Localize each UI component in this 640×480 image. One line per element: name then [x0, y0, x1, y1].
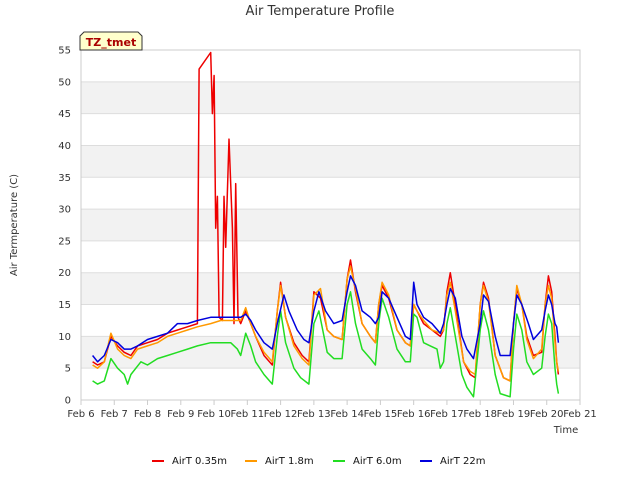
- legend-label: AirT 6.0m: [353, 456, 402, 467]
- y-tick-label: 15: [58, 300, 71, 311]
- grid-band: [81, 336, 580, 369]
- y-tick-label: 5: [65, 364, 71, 375]
- x-tick-label: Feb 6: [67, 409, 94, 420]
- y-tick-label: 50: [58, 77, 71, 88]
- x-tick-label: Feb 18: [463, 409, 497, 420]
- y-tick-label: 0: [65, 396, 71, 407]
- legend-label: AirT 1.8m: [265, 456, 314, 467]
- grid-band: [81, 209, 580, 241]
- x-tick-label: Feb 14: [330, 409, 364, 420]
- chart-title: Air Temperature Profile: [246, 4, 395, 19]
- x-tick-label: Feb 8: [134, 409, 161, 420]
- legend-label: AirT 0.35m: [172, 456, 227, 467]
- station-badge: TZ_tmet: [79, 31, 143, 51]
- x-tick-label: Feb 7: [101, 409, 128, 420]
- y-tick-label: 25: [58, 236, 71, 247]
- x-tick-label: Feb 20: [530, 409, 564, 420]
- x-tick-label: Feb 15: [364, 409, 398, 420]
- badge-shape: [79, 31, 143, 51]
- grid-band: [81, 272, 580, 305]
- legend: AirT 0.35m AirT 1.8m AirT 6.0m AirT 22m: [152, 456, 485, 467]
- series-line-3: [92, 275, 560, 363]
- y-tick-label: 10: [58, 332, 71, 343]
- badge-label: TZ_tmet: [86, 36, 136, 49]
- x-tick-label: Feb 16: [397, 409, 431, 420]
- x-tick-label: Feb 19: [497, 409, 531, 420]
- x-tick-label: Feb 11: [231, 409, 265, 420]
- y-tick-label: 55: [58, 46, 71, 57]
- x-tick-label: Feb 12: [264, 409, 298, 420]
- y-axis-label: Air Termperature (C): [9, 174, 20, 276]
- y-axis-ticks: 0 5 10 15 20 25 30 35 40 45 50 55: [58, 46, 71, 407]
- y-tick-label: 20: [58, 268, 71, 279]
- x-tick-label: Feb 9: [167, 409, 194, 420]
- y-tick-label: 45: [58, 109, 71, 120]
- x-tick-label: Feb 13: [297, 409, 331, 420]
- series-line-2: [92, 291, 560, 398]
- x-tick-label: Feb 10: [197, 409, 231, 420]
- x-axis-label: Time: [553, 425, 578, 436]
- x-tick-label: Feb 21: [563, 409, 597, 420]
- y-tick-label: 35: [58, 173, 71, 184]
- x-tick-label: Feb 17: [430, 409, 464, 420]
- grid-band: [81, 81, 580, 114]
- series-lines: [92, 51, 560, 398]
- legend-label: AirT 22m: [440, 456, 485, 467]
- y-tick-label: 30: [58, 205, 71, 216]
- series-line-1: [92, 265, 560, 382]
- grid-band: [81, 145, 580, 178]
- plot-area: [80, 49, 581, 401]
- x-axis-ticks: Feb 6 Feb 7 Feb 8 Feb 9 Feb 10 Feb 11 Feb 12 Fe…: [67, 400, 597, 420]
- y-tick-label: 40: [58, 141, 71, 152]
